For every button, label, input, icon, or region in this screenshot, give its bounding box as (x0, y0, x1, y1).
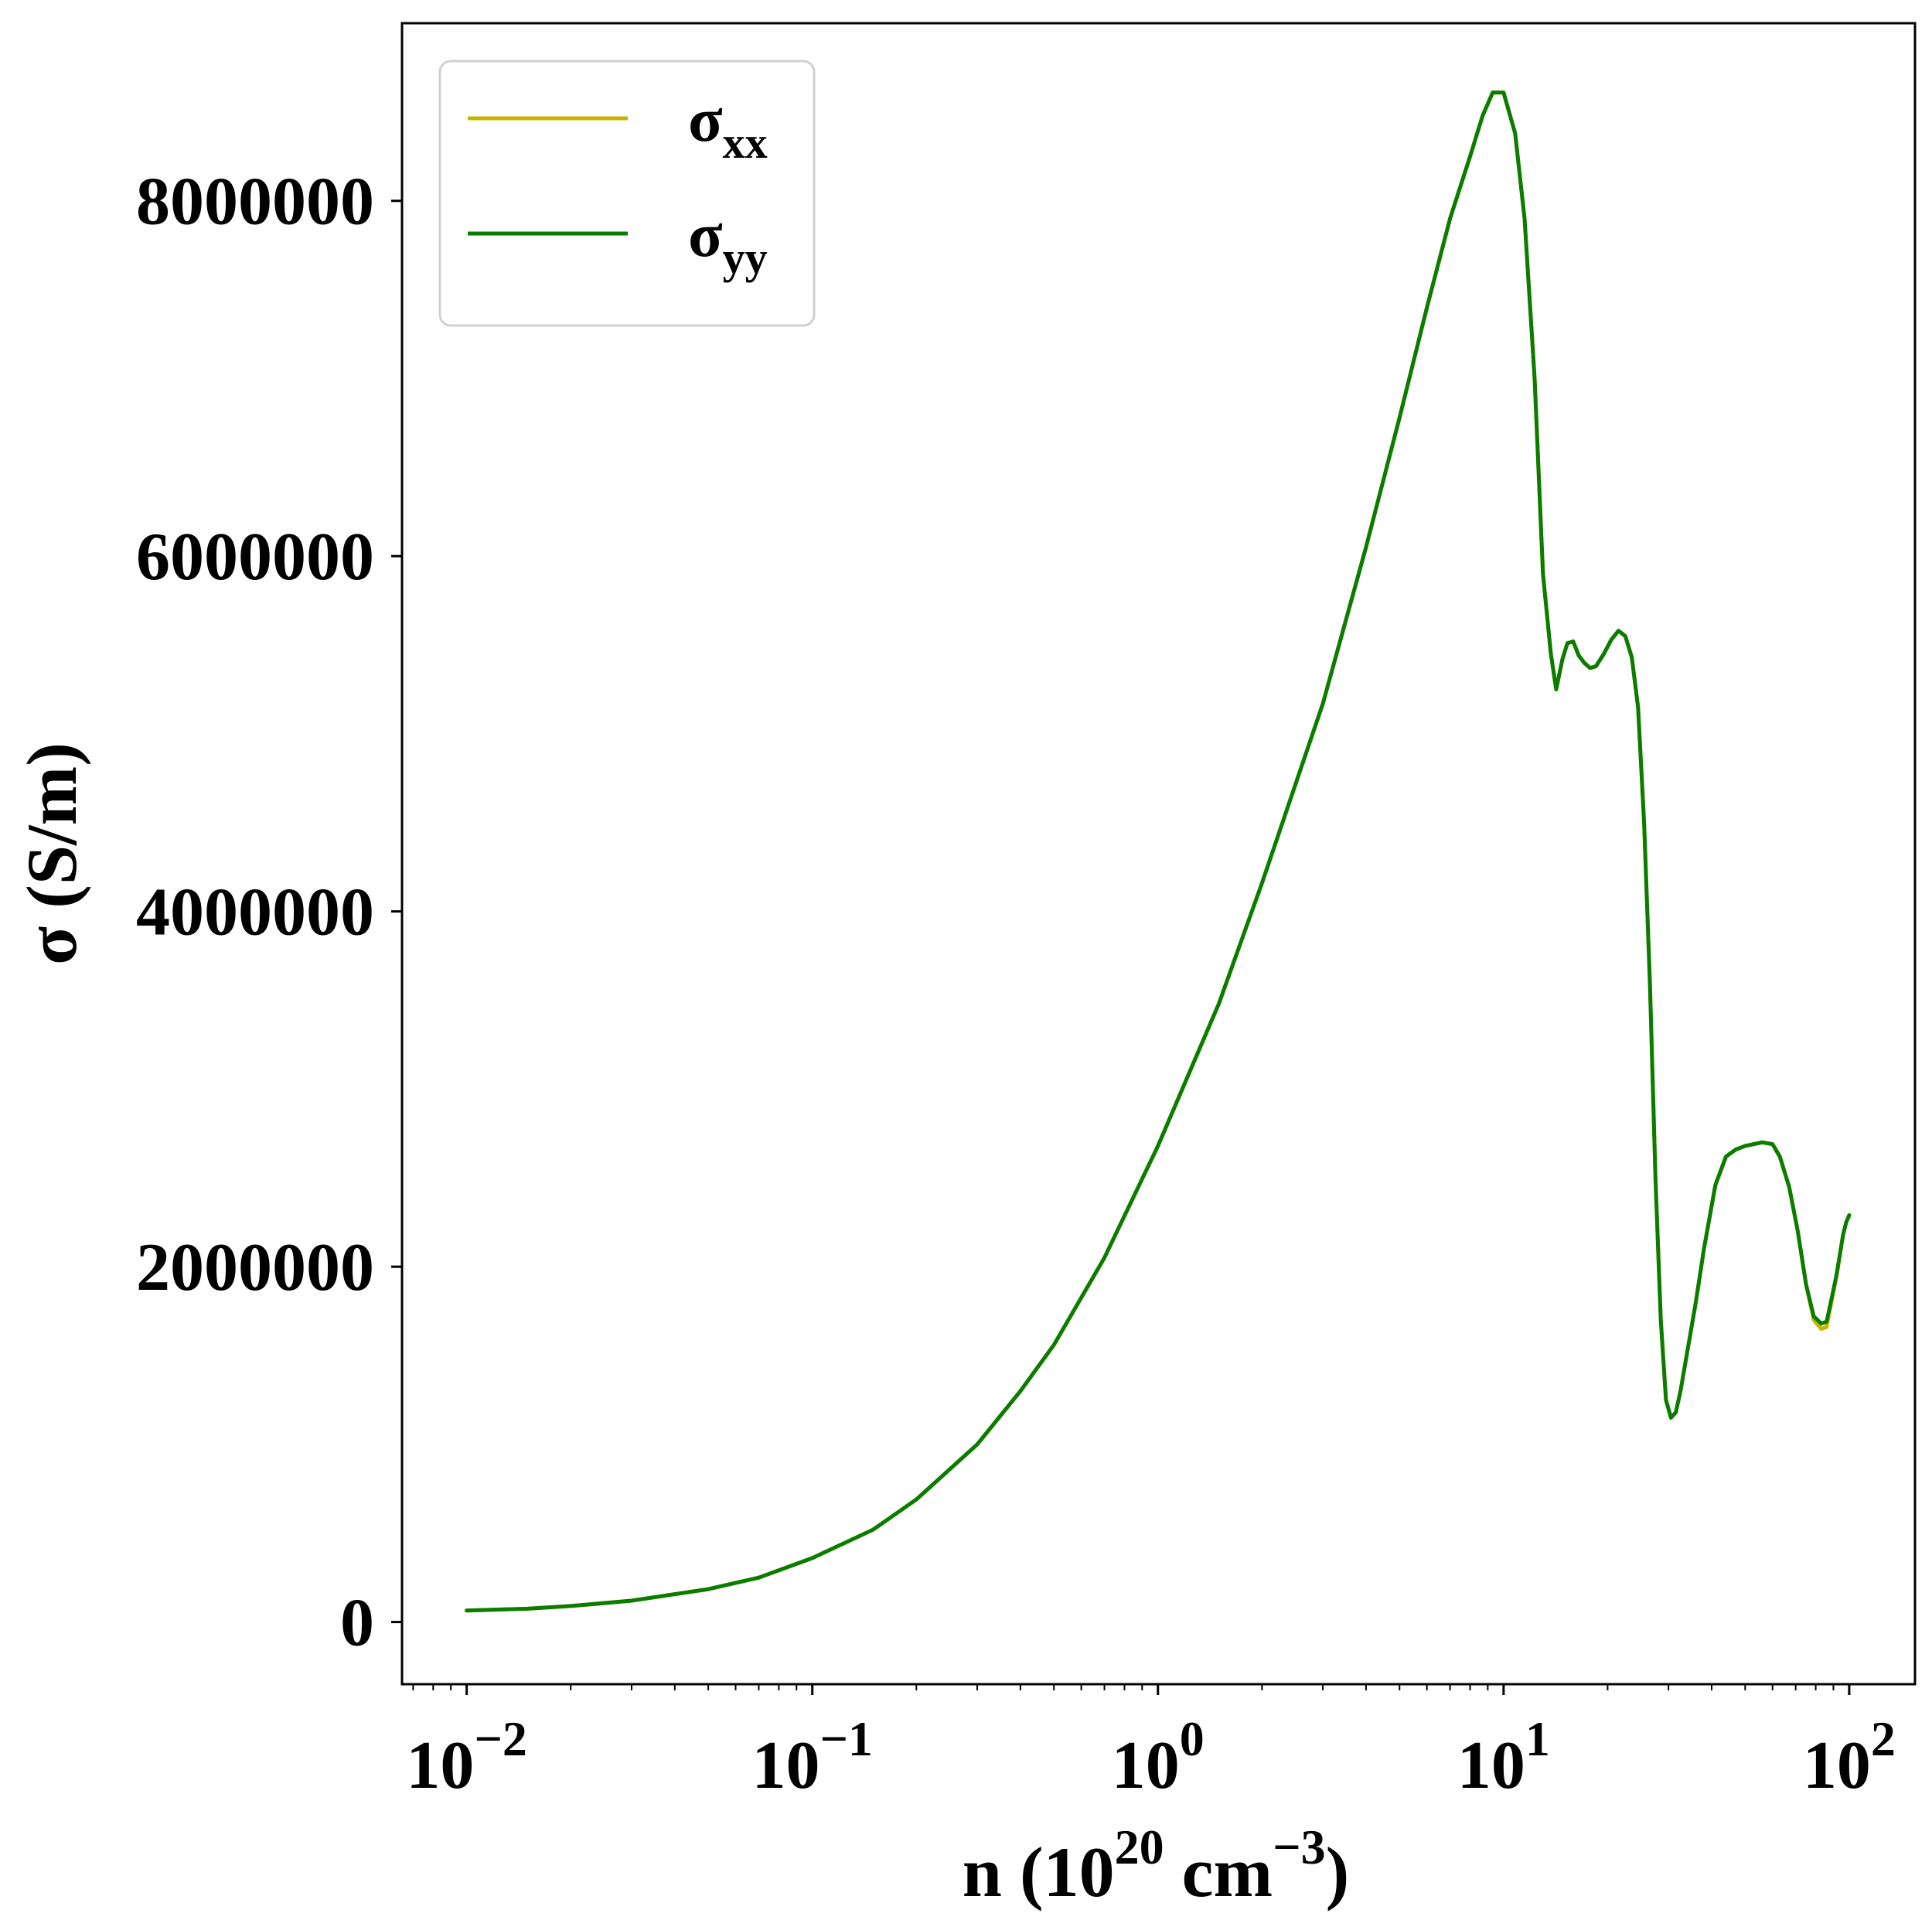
x-tick-label: 10−1 (751, 1711, 872, 1803)
x-axis-label-exponent: 20 (1115, 1820, 1164, 1874)
x-tick-label-exponent: 1 (1525, 1711, 1550, 1766)
series-layer (465, 90, 1852, 1613)
x-tick-label: 102 (1803, 1711, 1896, 1803)
legend-label-sigma-xx: σxx (688, 84, 768, 168)
x-tick-label-exponent: −2 (474, 1711, 526, 1766)
x-axis-label-unit: cm (1164, 1833, 1273, 1912)
y-tick-label: 0 (340, 1586, 374, 1661)
x-tick-label-base: 10 (1803, 1728, 1871, 1803)
x-tick-label-exponent: 2 (1871, 1711, 1896, 1766)
series-line-sigma-yy (465, 90, 1852, 1613)
x-tick-label-base: 10 (751, 1728, 819, 1803)
x-tick-label-base: 10 (1457, 1728, 1525, 1803)
legend-label-sigma-yy-symbol: σ (688, 200, 723, 270)
y-tick-label: 2000000 (136, 1230, 374, 1305)
legend-label-sigma-xx-symbol: σ (688, 84, 723, 155)
legend-label-sigma-yy-subscript: yy (723, 233, 768, 283)
x-axis: 10−2 10−1 100 101 102 (406, 1684, 1896, 1803)
y-axis: 0 2000000 4000000 6000000 8000000 (136, 165, 402, 1661)
x-tick-label-base: 10 (1112, 1728, 1180, 1803)
y-tick-label: 8000000 (136, 165, 374, 240)
x-tick-label-base: 10 (406, 1728, 474, 1803)
x-tick-label: 101 (1457, 1711, 1550, 1803)
x-tick-label-exponent: 0 (1180, 1711, 1205, 1766)
y-tick-label: 4000000 (136, 875, 374, 950)
legend-label-sigma-yy: σyy (688, 200, 768, 283)
legend: σxx σyy (438, 60, 816, 327)
x-axis-label-unit-exponent: −3 (1273, 1820, 1325, 1874)
y-axis-label: σ (S/m) (12, 742, 91, 965)
x-tick-label-exponent: −1 (819, 1711, 872, 1766)
x-axis-label-end: ) (1326, 1833, 1350, 1912)
legend-frame (438, 60, 816, 327)
x-tick-label: 100 (1112, 1711, 1205, 1803)
x-axis-label: n (1020 cm−3) (963, 1820, 1349, 1912)
y-tick-label: 6000000 (136, 520, 374, 595)
x-tick-label: 10−2 (406, 1711, 526, 1803)
x-axis-label-base: n (10 (963, 1833, 1115, 1912)
legend-label-sigma-xx-subscript: xx (723, 118, 768, 168)
